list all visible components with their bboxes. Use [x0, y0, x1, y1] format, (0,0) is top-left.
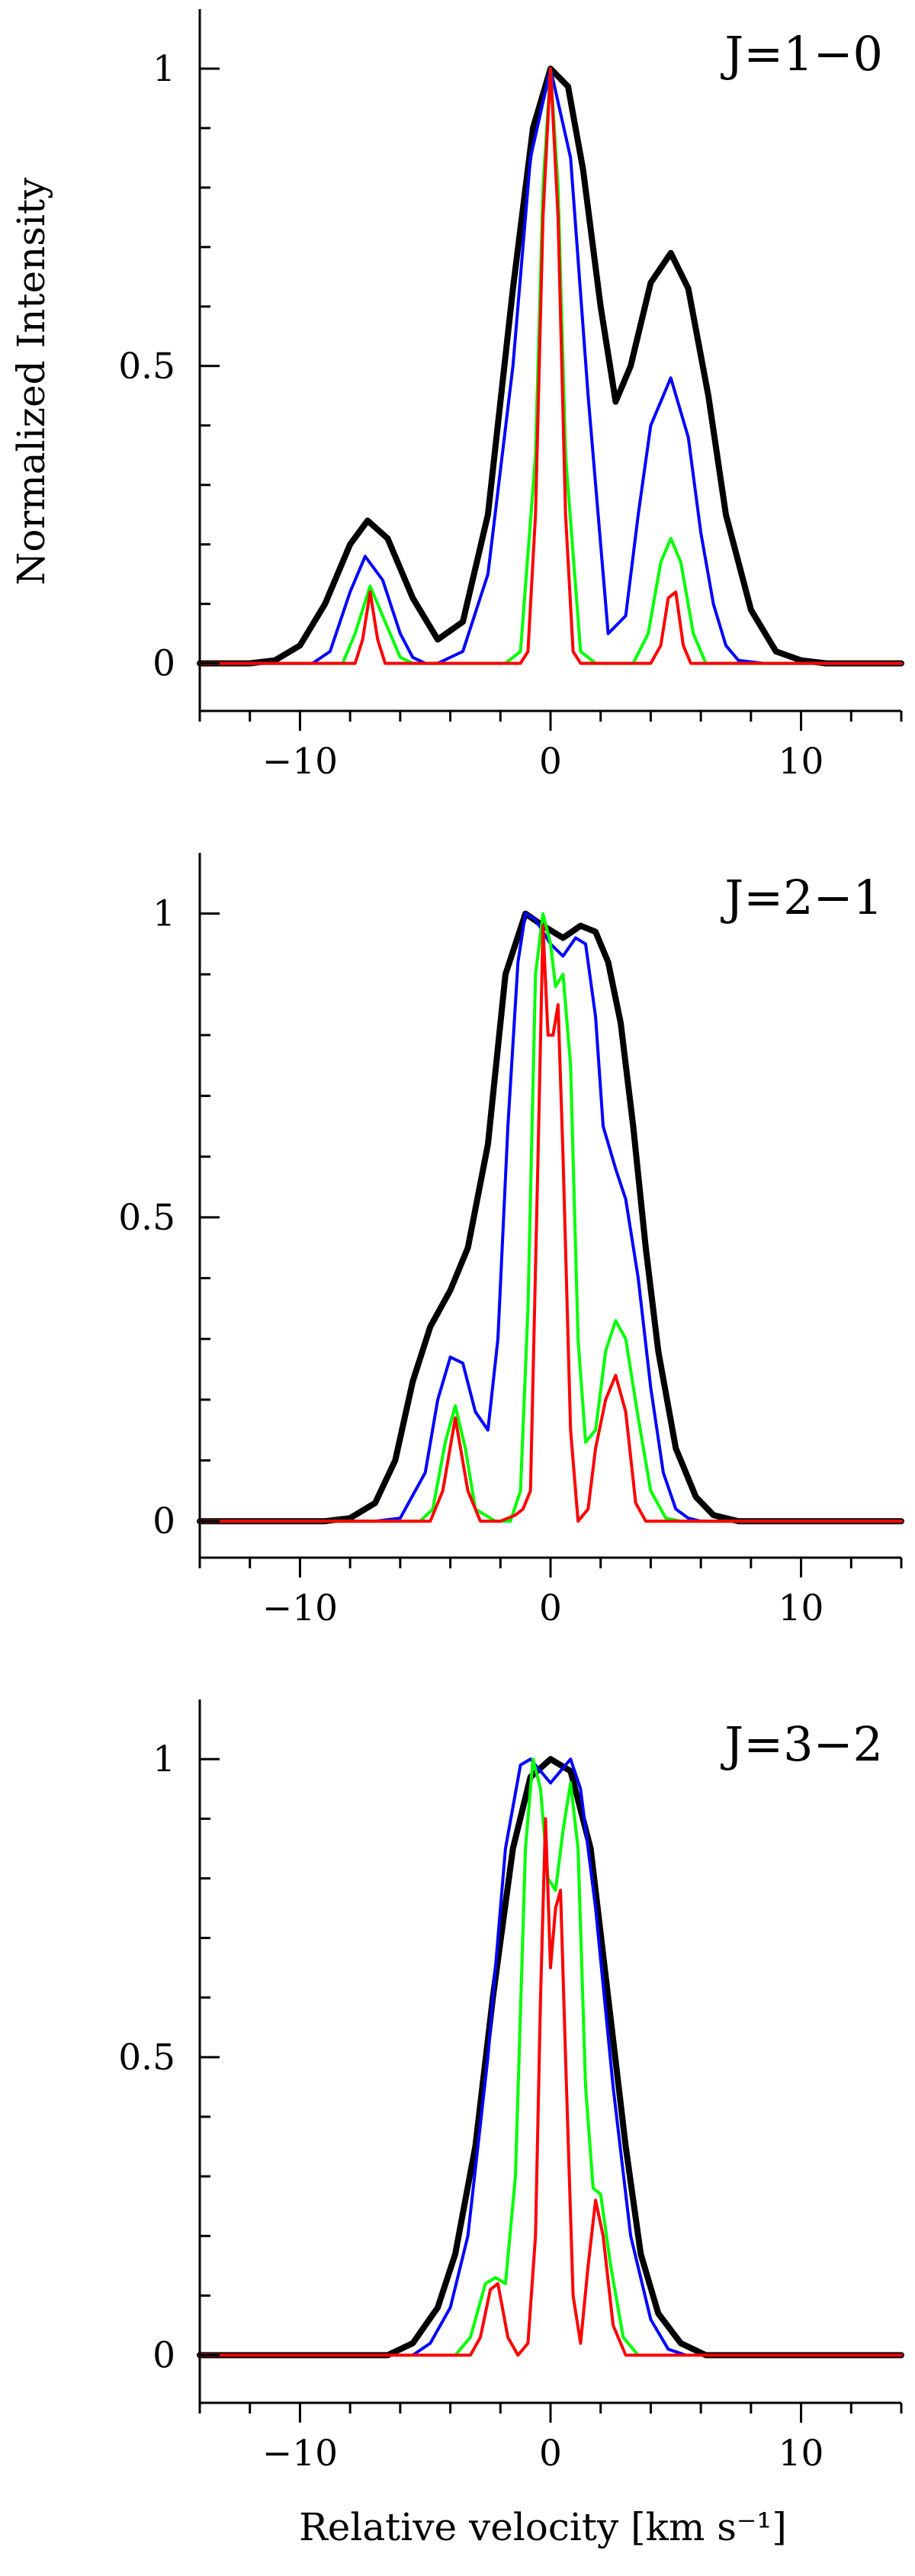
- series-line-2: [198, 1758, 903, 2357]
- series-line-4: [198, 67, 903, 665]
- y-axis-label: Normalized Intensity: [9, 177, 53, 585]
- series-line-1: [197, 1756, 904, 2359]
- series-line-1: [197, 910, 904, 1525]
- x-tick-label: 10: [779, 1587, 824, 1629]
- series-line-3: [198, 1758, 903, 2357]
- y-tick-label: 0.5: [118, 1197, 175, 1239]
- panel-2: −10 0 10 0 0.5 1 J=2−1: [118, 853, 904, 1629]
- series-line-2: [198, 912, 903, 1523]
- series-line-1: [197, 66, 904, 667]
- x-tick-label: −10: [262, 2433, 338, 2475]
- y-tick-label: 1: [152, 893, 175, 935]
- x-tick-label: 10: [779, 2433, 824, 2475]
- panel-title: J=3−2: [720, 1716, 883, 1772]
- y-tick-label: 0.5: [118, 2037, 175, 2079]
- y-tick-label: 1: [152, 1738, 175, 1780]
- panel-title: J=1−0: [720, 26, 883, 82]
- series-line-2: [198, 67, 903, 665]
- series-line-3: [198, 912, 903, 1523]
- x-tick-label: 0: [539, 2433, 562, 2475]
- x-tick-label: 10: [779, 741, 824, 783]
- panel-3: −10 0 10 0 0.5 1 J=3−2: [118, 1700, 904, 2475]
- x-axis-label: Relative velocity [km s⁻¹]: [299, 2505, 787, 2549]
- x-tick-label: −10: [262, 1587, 338, 1629]
- x-tick-label: −10: [262, 741, 338, 783]
- y-tick-label: 0: [152, 643, 175, 685]
- series-line-4: [198, 1817, 903, 2357]
- panel-title: J=2−1: [720, 870, 883, 925]
- y-tick-label: 0.5: [118, 346, 175, 388]
- y-tick-label: 0: [152, 1500, 175, 1542]
- y-tick-label: 0: [152, 2334, 175, 2376]
- x-tick-label: 0: [539, 741, 562, 783]
- y-tick-label: 1: [152, 48, 175, 90]
- series-line-3: [198, 67, 903, 665]
- x-tick-label: 0: [539, 1587, 562, 1629]
- panel-1: −10 0 10 0 0.5 1 J=1−0: [118, 9, 904, 783]
- series-line-4: [198, 924, 903, 1523]
